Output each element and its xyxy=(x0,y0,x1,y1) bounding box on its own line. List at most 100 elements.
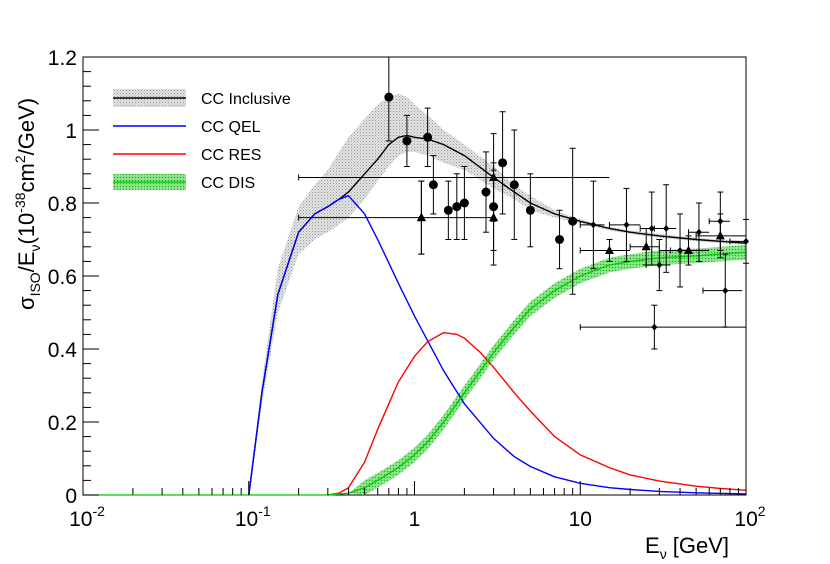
data-point xyxy=(579,180,605,270)
data-point xyxy=(509,129,519,240)
y-tick-label: 0.6 xyxy=(48,266,77,289)
diamond-marker xyxy=(717,217,724,225)
circle-marker xyxy=(459,198,469,208)
circle-marker xyxy=(423,132,433,142)
legend-entry-qel: CC QEL xyxy=(113,119,261,136)
data-point xyxy=(489,169,499,266)
data-point xyxy=(443,180,453,240)
circle-marker xyxy=(402,136,412,146)
dis-band xyxy=(327,245,746,495)
data-point xyxy=(608,187,641,262)
y-label-exp2: 2 xyxy=(12,155,28,163)
x-tick-label: 10 xyxy=(569,508,592,531)
x-label-unit: [GeV] xyxy=(667,533,729,558)
y-tick-label: 1 xyxy=(65,120,77,143)
legend-entry-res: CC RES xyxy=(113,147,261,164)
circle-marker xyxy=(509,180,519,190)
y-label-sub2: ν xyxy=(27,245,43,252)
data-point xyxy=(729,218,749,264)
y-tick-label: 0.4 xyxy=(48,339,78,362)
dis-curve xyxy=(327,251,747,496)
data-point xyxy=(653,184,677,273)
diamond-marker xyxy=(743,237,749,245)
legend-label-dis: CC DIS xyxy=(201,175,255,192)
data-point xyxy=(428,155,438,215)
data-point xyxy=(702,253,743,328)
y-label-cm: cm xyxy=(14,163,39,192)
circle-marker xyxy=(481,187,491,197)
x-axis-label: Eν [GeV] xyxy=(645,533,729,562)
x-tick-label: 102 xyxy=(734,503,765,531)
legend: CC Inclusive CC QEL CC RES CC DIS xyxy=(113,89,291,192)
triangle-marker xyxy=(489,212,499,222)
inclusive-band xyxy=(248,93,747,495)
data-point xyxy=(416,180,426,255)
data-point xyxy=(525,173,535,248)
diamond-marker xyxy=(648,225,655,233)
circle-marker xyxy=(555,235,565,244)
legend-label-res: CC RES xyxy=(201,147,261,164)
data-point xyxy=(498,111,508,215)
data-point xyxy=(579,239,631,262)
data-point xyxy=(688,202,710,262)
data-point xyxy=(579,304,746,350)
data-point xyxy=(708,191,730,251)
legend-label-inclusive: CC Inclusive xyxy=(201,91,291,108)
data-point xyxy=(555,209,565,270)
x-label-main: E xyxy=(645,533,660,558)
triangle-marker xyxy=(416,212,426,222)
diamond-marker xyxy=(722,287,729,295)
x-tick-label: 10-2 xyxy=(69,503,105,531)
legend-entry-dis: CC DIS xyxy=(113,174,255,192)
diamond-marker xyxy=(677,246,684,254)
y-tick-label: 0.2 xyxy=(48,412,77,435)
data-point xyxy=(629,228,660,266)
y-tick-label: 0.8 xyxy=(48,193,77,216)
data-point xyxy=(452,173,462,240)
measurement-points xyxy=(298,56,749,350)
y-label-close: /GeV) xyxy=(14,98,39,155)
triangle-marker xyxy=(604,245,614,254)
diamond-marker xyxy=(656,261,663,269)
y-label-sub1: ISO xyxy=(27,272,43,296)
axes: 0 0.2 0.4 0.6 0.8 1 1.2 10-2 10-1 1 10 102 xyxy=(48,47,766,531)
data-point xyxy=(568,147,578,295)
circle-marker xyxy=(525,205,535,215)
uncertainty-bands xyxy=(248,93,747,495)
data-point xyxy=(669,213,689,288)
diamond-marker xyxy=(663,225,670,233)
model-curves xyxy=(83,134,747,496)
data-point xyxy=(645,239,671,292)
x-label-sub: ν xyxy=(660,546,667,562)
circle-marker xyxy=(443,205,453,215)
y-tick-label: 1.2 xyxy=(48,47,77,70)
data-point xyxy=(384,56,394,142)
circle-marker xyxy=(428,180,438,190)
data-point xyxy=(459,166,469,240)
y-tick-label: 0 xyxy=(65,485,77,508)
y-label-sigma: σ xyxy=(14,296,39,310)
x-tick-label: 1 xyxy=(409,508,421,531)
data-point xyxy=(402,114,412,167)
res-curve xyxy=(327,331,747,496)
diamond-marker xyxy=(590,221,597,229)
y-label-mid: /E xyxy=(14,252,39,273)
qel-curve xyxy=(248,194,747,496)
data-point xyxy=(423,107,433,167)
diamond-marker xyxy=(695,228,702,236)
triangle-marker xyxy=(641,241,651,251)
circle-marker xyxy=(568,216,578,226)
circle-marker xyxy=(384,92,394,102)
triangle-marker xyxy=(684,245,694,254)
x-tick-label: 10-1 xyxy=(235,503,271,531)
circle-marker xyxy=(498,158,508,168)
data-point xyxy=(481,151,491,233)
y-axis-label: σISO/Eν(10-38cm2/GeV) xyxy=(12,98,43,310)
legend-entry-inclusive: CC Inclusive xyxy=(113,89,291,108)
circle-marker xyxy=(452,202,462,212)
y-label-exp1: -38 xyxy=(12,192,28,212)
y-label-open: (10 xyxy=(14,213,39,245)
diamond-marker xyxy=(623,221,630,229)
diamond-marker xyxy=(651,323,658,331)
